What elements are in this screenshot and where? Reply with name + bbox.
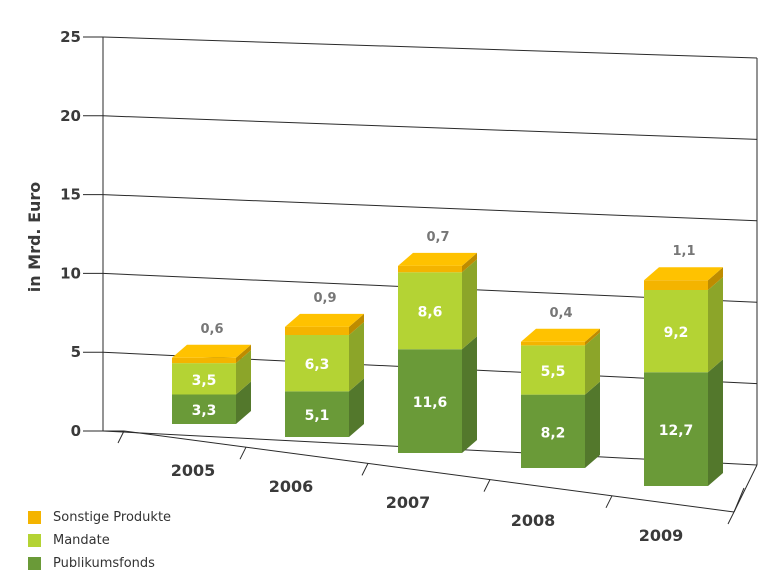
data-label: 6,3 xyxy=(305,357,330,373)
data-label: 8,6 xyxy=(418,305,443,321)
y-tick-label: 25 xyxy=(60,28,81,46)
legend-swatch-publikumsfonds xyxy=(28,557,41,570)
bar-top xyxy=(644,267,723,281)
legend-label-publikumsfonds: Publikumsfonds xyxy=(53,556,155,571)
data-label-top: 0,4 xyxy=(549,306,572,321)
data-label: 8,2 xyxy=(541,425,566,441)
bar-segment-side xyxy=(349,322,364,392)
y-tick-label: 15 xyxy=(60,186,81,204)
bar-top xyxy=(285,313,364,327)
bar-segment-side xyxy=(708,359,723,486)
y-tick-label: 20 xyxy=(60,107,81,125)
bar-segment xyxy=(285,391,349,437)
bar-segment-side xyxy=(462,336,477,453)
bar-segment-side xyxy=(349,313,364,335)
legend-swatch-mandate xyxy=(28,534,41,547)
x-tick-label: 2009 xyxy=(639,526,684,545)
bar-segment xyxy=(285,335,349,392)
bar-segment-side xyxy=(585,381,600,468)
bar-segment-side xyxy=(585,332,600,395)
x-tick-label: 2005 xyxy=(171,461,216,480)
bar-segment xyxy=(644,280,708,290)
legend-item-mandate: Mandate xyxy=(28,529,171,552)
x-tick-mark xyxy=(117,430,125,444)
bar-segment xyxy=(398,349,462,453)
x-tick-mark xyxy=(605,495,613,509)
bar-segment xyxy=(172,363,236,395)
floor-front-edge xyxy=(123,430,735,513)
legend-label-sonstige: Sonstige Produkte xyxy=(53,510,172,525)
y-axis-title: in Mrd. Euro xyxy=(25,182,44,293)
bar-segment-side xyxy=(236,350,251,395)
data-label: 3,3 xyxy=(192,403,217,419)
data-label-top: 0,6 xyxy=(200,322,223,337)
legend-swatch-sonstige xyxy=(28,511,41,524)
bar-segment xyxy=(172,394,236,424)
bar-segment xyxy=(172,357,236,364)
y-tick-label: 5 xyxy=(71,343,81,361)
bar-segment-side xyxy=(462,252,477,273)
floor-right-corner xyxy=(733,487,745,513)
bar-top xyxy=(521,328,600,342)
x-tick-mark xyxy=(727,511,735,525)
bar-segment xyxy=(521,345,585,395)
x-tick-mark xyxy=(483,479,491,492)
gridline xyxy=(102,194,758,222)
x-tick-mark xyxy=(239,446,247,460)
bar-segment-side xyxy=(585,328,600,346)
bar-segment-side xyxy=(462,259,477,350)
data-label: 3,5 xyxy=(192,373,217,389)
data-label-top: 0,7 xyxy=(426,230,449,245)
bar-segment xyxy=(644,290,708,373)
bar-top xyxy=(172,344,251,358)
data-label: 9,2 xyxy=(664,325,689,341)
legend-item-publikumsfonds: Publikumsfonds xyxy=(28,552,171,575)
bar-segment-side xyxy=(236,381,251,424)
bar-segment xyxy=(285,326,349,335)
y-tick-label: 0 xyxy=(71,422,81,440)
x-tick-label: 2007 xyxy=(386,493,431,512)
bar-segment-side xyxy=(349,378,364,437)
x-tick-mark xyxy=(361,463,369,476)
data-label-top: 1,1 xyxy=(672,244,695,259)
bar-segment-side xyxy=(708,277,723,373)
bar-segment xyxy=(398,272,462,350)
x-tick-label: 2006 xyxy=(269,477,314,496)
gridline xyxy=(102,36,758,59)
data-label: 5,5 xyxy=(541,364,566,380)
bar-segment xyxy=(644,372,708,486)
data-label: 5,1 xyxy=(305,408,330,424)
legend-label-mandate: Mandate xyxy=(53,533,110,548)
bar-top xyxy=(398,252,477,266)
gridline xyxy=(102,115,758,140)
bar-segment-side xyxy=(708,267,723,290)
bar-segment-side xyxy=(236,344,251,364)
data-label: 11,6 xyxy=(413,395,448,411)
bar-segment xyxy=(521,394,585,468)
data-label-top: 0,9 xyxy=(313,291,336,306)
floor-right-edge xyxy=(733,464,758,513)
y-tick-label: 10 xyxy=(60,264,81,282)
x-tick-label: 2008 xyxy=(511,511,556,530)
bar-segment xyxy=(398,265,462,273)
legend-item-sonstige: Sonstige Produkte xyxy=(28,506,171,529)
legend: Sonstige Produkte Mandate Publikumsfonds xyxy=(28,506,171,575)
data-label: 12,7 xyxy=(659,423,694,439)
bar-segment xyxy=(521,341,585,346)
